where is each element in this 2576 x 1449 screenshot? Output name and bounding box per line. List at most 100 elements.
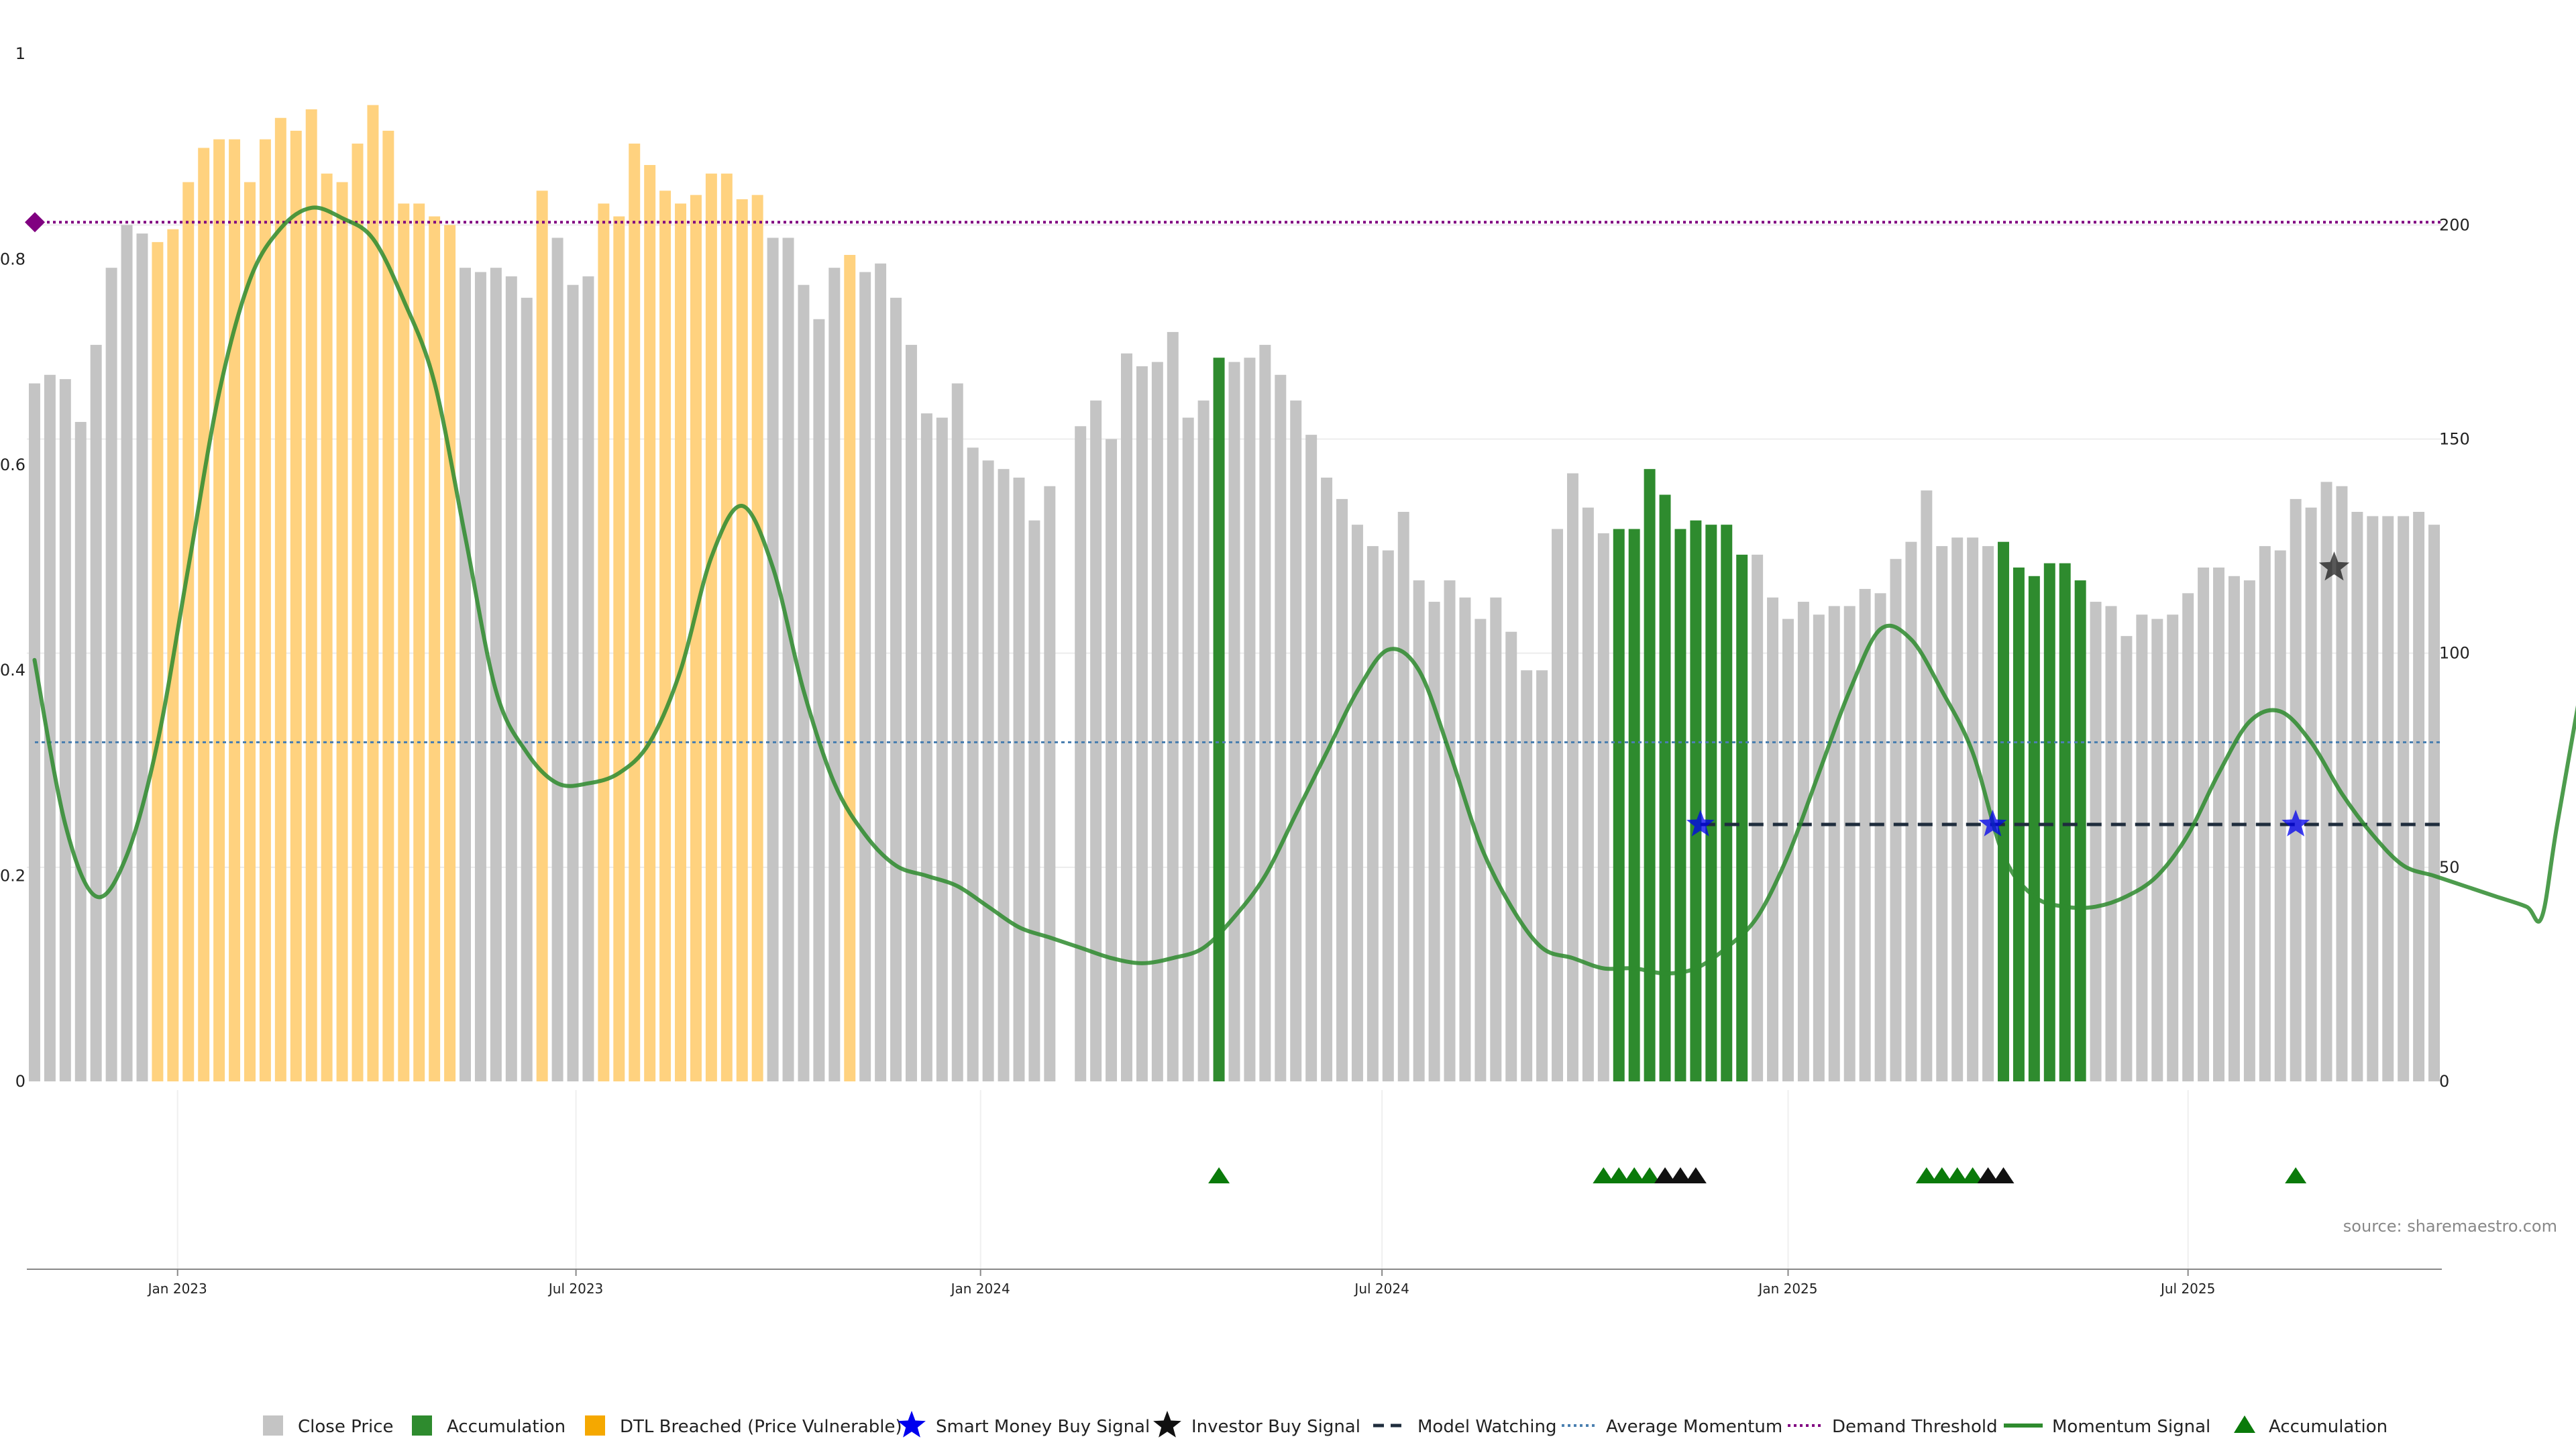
close-price-bar — [813, 319, 825, 1082]
close-price-bar — [551, 237, 564, 1081]
close-price-bar — [875, 263, 887, 1081]
close-price-bar — [2336, 486, 2348, 1081]
axes: 0 0.2 0.4 0.6 0.8 1 0 50 100 150 200 Jan 2023 Jul 20… — [0, 44, 2470, 1297]
dtl-bar — [352, 144, 364, 1081]
dtl-bar — [613, 216, 625, 1082]
legend-swatch — [412, 1415, 432, 1436]
legend-label: Close Price — [298, 1417, 394, 1437]
right-axis-tick-label: 100 — [2439, 644, 2470, 663]
legend-swatch — [585, 1415, 605, 1436]
legend-item-demand: Demand Threshold — [1788, 1417, 1998, 1437]
close-price-bar — [1106, 439, 1118, 1081]
close-price-bar — [1752, 554, 1764, 1081]
accumulation-bar — [1674, 529, 1686, 1081]
close-price-bar — [1182, 417, 1194, 1081]
close-price-bar — [582, 276, 594, 1081]
close-price-bar — [1305, 435, 1318, 1081]
close-price-bar — [2105, 606, 2117, 1081]
close-price-bar — [1582, 507, 1594, 1081]
x-axis-tick-label: Jan 2023 — [147, 1281, 207, 1297]
smart-money-buy-signal — [1978, 810, 2007, 837]
close-price-bar — [905, 345, 917, 1081]
dtl-bar — [736, 199, 748, 1081]
close-price-bar — [859, 272, 871, 1081]
dtl-bar — [382, 130, 394, 1081]
investor-triangle — [1977, 1167, 1999, 1183]
close-price-bar — [2367, 516, 2379, 1081]
close-price-bar — [1843, 606, 1856, 1081]
close-price-bar — [2259, 546, 2271, 1081]
dtl-bar — [244, 182, 256, 1081]
close-price-bar — [998, 469, 1010, 1081]
close-price-bar — [1536, 670, 1548, 1081]
dtl-bar — [751, 195, 763, 1081]
dtl-bar — [690, 195, 702, 1081]
investor-buy-signal — [2318, 551, 2350, 581]
close-price-bar — [1044, 486, 1056, 1081]
reference-lines — [25, 212, 2442, 826]
close-price-bar — [1967, 537, 1979, 1081]
close-price-bar — [767, 237, 779, 1081]
legend-triangle-icon — [2234, 1415, 2255, 1433]
close-price-bar — [2398, 516, 2410, 1081]
close-price-bar — [474, 272, 486, 1081]
dtl-bar — [413, 203, 425, 1082]
close-price-bar — [782, 237, 794, 1081]
close-price-bar — [1951, 537, 1964, 1081]
close-price-bar — [951, 383, 963, 1082]
close-price-bar — [1459, 597, 1471, 1081]
close-price-bar — [1597, 533, 1609, 1081]
close-price-bar — [1321, 477, 1333, 1081]
close-price-bar — [2136, 614, 2148, 1081]
close-price-bar — [1552, 529, 1564, 1081]
legend-label: Accumulation — [447, 1417, 566, 1437]
close-price-bar — [1444, 580, 1456, 1081]
legend-label: Smart Money Buy Signal — [936, 1417, 1150, 1437]
legend-label: Model Watching — [1417, 1417, 1556, 1437]
legend-item-watching: Model Watching — [1373, 1417, 1556, 1437]
dtl-bar — [152, 241, 164, 1081]
accumulation-triangles — [1208, 1167, 2307, 1183]
dtl-bar — [259, 139, 271, 1082]
close-price-bar — [2428, 525, 2440, 1081]
x-axis-tick-label: Jul 2023 — [547, 1281, 603, 1297]
dtl-bar — [598, 203, 610, 1082]
legend-label: DTL Breached (Price Vulnerable) — [620, 1417, 902, 1437]
signal-markers — [1686, 551, 2350, 837]
close-price-bar — [936, 417, 948, 1081]
legend-item-dtl: DTL Breached (Price Vulnerable) — [585, 1415, 902, 1437]
accumulation-bar — [2028, 576, 2040, 1081]
close-price-bar — [121, 225, 133, 1081]
close-price-bar — [2243, 580, 2255, 1081]
close-price-bar — [967, 447, 979, 1081]
close-price-bar — [1151, 362, 1163, 1081]
accumulation-bar — [2043, 563, 2055, 1081]
accumulation-triangle — [1623, 1167, 1646, 1183]
close-price-bar — [982, 460, 994, 1081]
dtl-bar — [229, 139, 241, 1082]
dtl-bar — [274, 117, 286, 1081]
legend-label: Accumulation — [2269, 1417, 2387, 1437]
x-axis-tick-label: Jan 2025 — [1757, 1281, 1817, 1297]
dtl-bar — [213, 139, 225, 1082]
dtl-bar — [659, 191, 672, 1082]
close-price-bar — [920, 413, 932, 1081]
close-price-bar — [1797, 602, 1809, 1081]
close-price-bar — [1382, 550, 1394, 1081]
close-price-bar — [1290, 400, 1302, 1081]
legend-item-smart: Smart Money Buy Signal — [898, 1411, 1150, 1438]
price-bars — [28, 105, 2440, 1082]
close-price-bar — [2382, 516, 2394, 1081]
accumulation-bar — [1736, 554, 1748, 1081]
close-price-bar — [1890, 559, 1902, 1081]
close-price-bar — [136, 233, 148, 1082]
accumulation-bar — [2074, 580, 2086, 1081]
accumulation-triangle — [1608, 1167, 1630, 1183]
close-price-bar — [1397, 512, 1409, 1081]
investor-triangle — [1669, 1167, 1691, 1183]
close-price-bar — [1121, 353, 1132, 1082]
investor-triangle — [1684, 1167, 1707, 1183]
left-axis-tick-label: 0.8 — [0, 250, 25, 268]
legend-item-accum_tri: Accumulation — [2234, 1415, 2387, 1437]
